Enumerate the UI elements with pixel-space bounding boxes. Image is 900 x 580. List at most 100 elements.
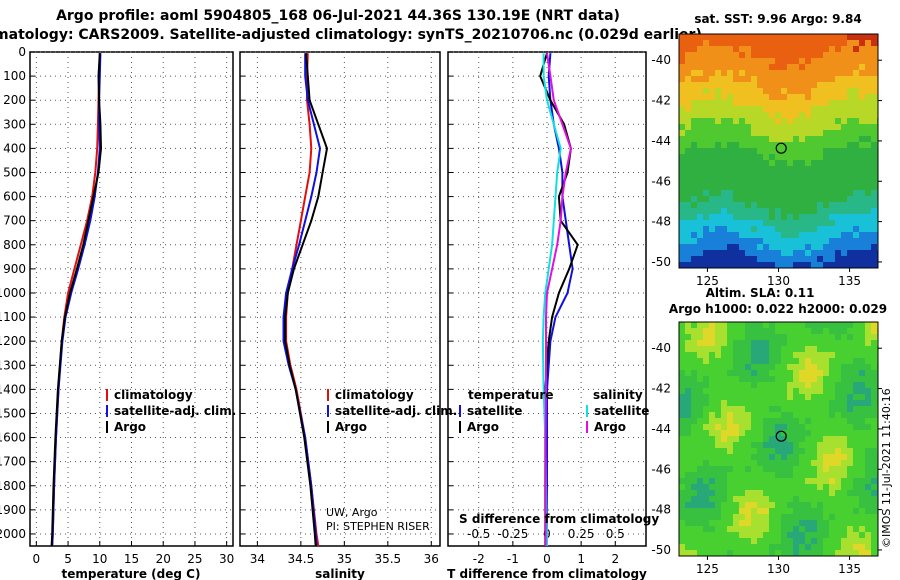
map-cell (781, 436, 787, 442)
map-cell (709, 136, 715, 142)
map-cell (841, 334, 847, 340)
map-cell (781, 184, 787, 190)
map-cell (805, 466, 811, 472)
map-cell (751, 184, 757, 190)
temperature-xtick-label: 15 (124, 552, 139, 566)
map-cell (721, 394, 727, 400)
map-cell (745, 346, 751, 352)
map-cell (775, 538, 781, 544)
map-cell (835, 460, 841, 466)
map-cell (817, 178, 823, 184)
map-cell (769, 418, 775, 424)
map-cell (691, 460, 697, 466)
map-cell (829, 496, 835, 502)
map-cell (703, 70, 709, 76)
map-cell (691, 208, 697, 214)
map-cell (781, 112, 787, 118)
map-cell (715, 472, 721, 478)
map-cell (769, 244, 775, 250)
map-cell (739, 244, 745, 250)
map-cell (697, 370, 703, 376)
map-cell (805, 118, 811, 124)
map-cell (781, 442, 787, 448)
map-cell (691, 172, 697, 178)
map-cell (835, 160, 841, 166)
map-cell (781, 454, 787, 460)
map-cell (835, 514, 841, 520)
map-cell (763, 178, 769, 184)
map-cell (685, 232, 691, 238)
map-cell (763, 328, 769, 334)
map-cell (733, 424, 739, 430)
map-cell (721, 436, 727, 442)
map-cell (853, 454, 859, 460)
map-cell (769, 118, 775, 124)
map-cell (865, 442, 871, 448)
map-cell (793, 484, 799, 490)
map-cell (709, 76, 715, 82)
map-cell (679, 328, 685, 334)
map-cell (751, 196, 757, 202)
map-cell (847, 178, 853, 184)
map-cell (763, 238, 769, 244)
map-cell (781, 40, 787, 46)
map-cell (793, 82, 799, 88)
map-cell (823, 388, 829, 394)
map-cell (817, 430, 823, 436)
map-cell (751, 226, 757, 232)
map-cell (859, 394, 865, 400)
map-cell (871, 46, 877, 52)
map-cell (715, 478, 721, 484)
map-cell (817, 454, 823, 460)
map-cell (721, 202, 727, 208)
map-cell (847, 46, 853, 52)
map-cell (685, 442, 691, 448)
map-cell (703, 502, 709, 508)
map-cell (733, 64, 739, 70)
map-cell (679, 520, 685, 526)
map-cell (823, 484, 829, 490)
map-cell (703, 88, 709, 94)
map-cell (835, 442, 841, 448)
map-cell (679, 538, 685, 544)
map-cell (847, 370, 853, 376)
map-cell (697, 520, 703, 526)
map-cell (727, 232, 733, 238)
map-cell (727, 526, 733, 532)
pi-annotation-line-1: UW, Argo (326, 506, 378, 519)
map-cell (691, 394, 697, 400)
map-cell (859, 418, 865, 424)
map-cell (793, 424, 799, 430)
map-cell (799, 490, 805, 496)
map-cell (805, 76, 811, 82)
map-cell (757, 346, 763, 352)
map-cell (721, 364, 727, 370)
map-cell (829, 196, 835, 202)
map-cell (811, 376, 817, 382)
map-cell (769, 340, 775, 346)
map-cell (781, 58, 787, 64)
map-cell (775, 394, 781, 400)
map-cell (751, 460, 757, 466)
map-cell (745, 466, 751, 472)
map-cell (823, 496, 829, 502)
map-cell (847, 496, 853, 502)
map-cell (781, 502, 787, 508)
map-cell (787, 418, 793, 424)
map-cell (775, 136, 781, 142)
map-cell (697, 124, 703, 130)
map-cell (859, 130, 865, 136)
map-cell (841, 118, 847, 124)
map-cell (817, 70, 823, 76)
map-cell (823, 328, 829, 334)
map-cell (679, 436, 685, 442)
map-cell (733, 442, 739, 448)
map-cell (853, 112, 859, 118)
map-cell (691, 322, 697, 328)
map-cell (763, 538, 769, 544)
map-cell (733, 166, 739, 172)
map-cell (721, 100, 727, 106)
map-cell (781, 34, 787, 40)
map-cell (733, 436, 739, 442)
map-cell (793, 454, 799, 460)
